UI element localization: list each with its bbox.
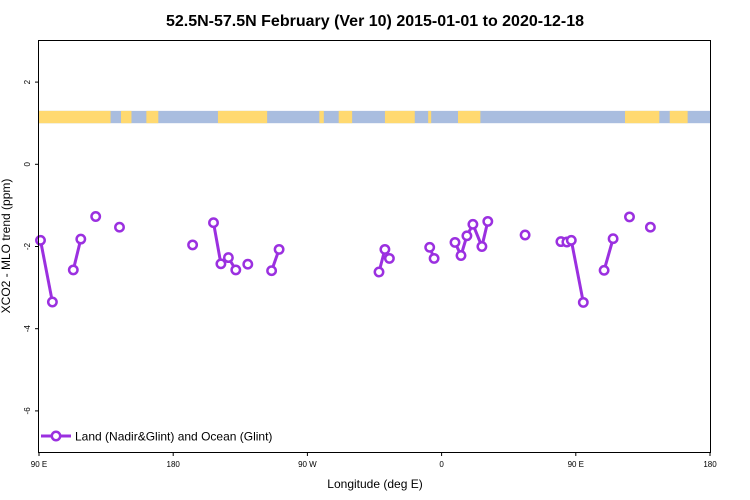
data-point: [187, 239, 199, 251]
data-point: [35, 234, 46, 246]
data-point: [273, 243, 285, 255]
y-tick-label: 2: [23, 79, 32, 84]
series-land-ocean: [35, 211, 656, 308]
land-band: [121, 110, 132, 124]
data-point: [565, 234, 577, 246]
data-point: [208, 217, 219, 229]
data-point: [461, 230, 473, 242]
data-point: [598, 264, 610, 276]
land-band: [625, 110, 660, 124]
y-axis: 2 0 -2 -4 -6: [23, 79, 39, 414]
y-tick-label: -4: [23, 325, 32, 333]
data-point: [90, 211, 102, 222]
y-axis-label: XCO2 - MLO trend (ppm): [0, 179, 13, 314]
data-point: [242, 258, 254, 270]
data-point: [467, 218, 479, 230]
legend-marker: [50, 430, 62, 442]
data-point: [428, 252, 440, 264]
land-band: [428, 110, 432, 124]
x-tick-label: 180: [167, 460, 181, 469]
data-point: [455, 250, 467, 261]
data-point: [424, 241, 436, 253]
land-band: [39, 110, 111, 124]
data-point: [624, 211, 635, 223]
data-point: [644, 221, 656, 233]
data-point: [577, 296, 589, 308]
x-tick-label: 90 W: [298, 460, 317, 469]
x-axis-label: Longitude (deg E): [327, 477, 422, 491]
data-point: [67, 264, 79, 276]
land-band: [669, 110, 688, 124]
data-point: [46, 296, 58, 308]
series-line: [602, 238, 615, 271]
data-point: [449, 236, 461, 248]
data-point: [373, 266, 385, 278]
data-point: [222, 252, 234, 264]
x-tick-label: 0: [439, 460, 444, 469]
y-tick-label: 0: [23, 162, 32, 167]
x-axis: 90 E 180 90 W 0 90 E 180: [31, 452, 717, 469]
data-point: [215, 258, 227, 270]
data-point: [519, 229, 531, 241]
land-band: [217, 110, 268, 124]
land-band: [338, 110, 353, 124]
data-point: [114, 221, 125, 233]
land-band: [458, 110, 481, 124]
legend-label: Land (Nadir&Glint) and Ocean (Glint): [75, 430, 272, 444]
y-tick-label: -2: [23, 242, 32, 250]
data-point: [266, 265, 278, 277]
data-point: [383, 252, 395, 264]
data-point: [379, 243, 391, 255]
x-tick-label: 180: [703, 460, 717, 469]
ocean-band: [39, 110, 710, 124]
x-tick-label: 90 E: [568, 460, 584, 469]
series-line: [39, 240, 54, 303]
data-point: [230, 264, 242, 276]
data-point: [476, 241, 488, 252]
y-tick-label: -6: [23, 407, 32, 415]
land-band: [146, 110, 159, 124]
data-point: [482, 215, 494, 227]
x-tick-label: 90 E: [31, 460, 47, 469]
land-band: [319, 110, 324, 124]
land-band: [384, 110, 415, 124]
legend: Land (Nadir&Glint) and Ocean (Glint): [41, 430, 272, 444]
data-point: [607, 233, 619, 245]
data-point: [75, 233, 87, 245]
series-line: [560, 238, 585, 303]
land-ocean-strip: [39, 110, 710, 124]
chart-title: 52.5N-57.5N February (Ver 10) 2015-01-01…: [166, 13, 584, 30]
